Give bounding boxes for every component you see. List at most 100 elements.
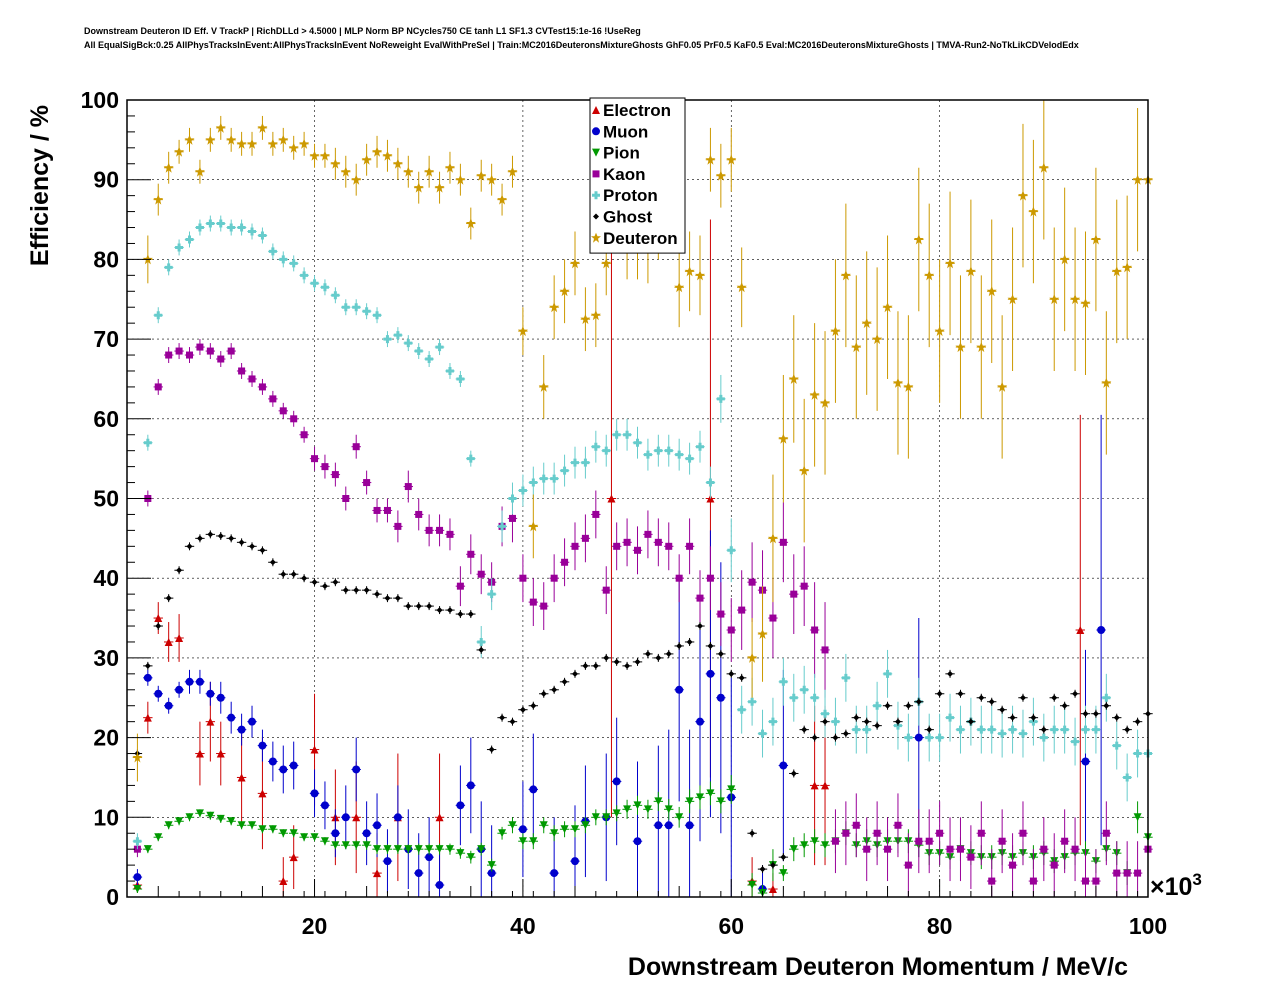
data-point	[467, 611, 474, 618]
data-point	[1101, 377, 1112, 388]
data-point	[205, 134, 216, 145]
data-point	[1112, 741, 1121, 750]
data-point	[508, 821, 517, 830]
data-point	[206, 717, 215, 726]
data-point	[998, 729, 1007, 738]
data-point	[361, 154, 372, 165]
data-point	[392, 158, 403, 169]
data-point	[404, 845, 413, 854]
data-point	[580, 314, 591, 325]
data-point	[643, 805, 652, 814]
data-point	[414, 869, 423, 878]
data-point	[185, 813, 194, 822]
data-point	[623, 805, 632, 814]
data-point	[1132, 174, 1143, 185]
data-point	[362, 829, 371, 838]
data-point	[892, 377, 903, 388]
data-point	[757, 628, 768, 639]
data-point	[675, 450, 684, 459]
data-point	[267, 138, 278, 149]
data-point	[466, 853, 475, 862]
data-point	[1070, 294, 1081, 305]
data-point	[352, 443, 360, 451]
data-point	[248, 821, 257, 830]
data-point	[1071, 845, 1079, 853]
data-point	[644, 650, 651, 657]
data-point	[685, 821, 694, 830]
data-point	[685, 454, 694, 463]
data-point	[1097, 626, 1106, 635]
data-point	[352, 813, 361, 822]
data-point	[831, 837, 839, 845]
data-point	[165, 595, 172, 602]
data-point	[769, 862, 776, 869]
data-point	[936, 690, 943, 697]
data-point	[457, 611, 464, 618]
data-point	[685, 797, 694, 806]
y-tick-label: 0	[106, 884, 119, 910]
data-point	[310, 789, 319, 798]
series-proton	[132, 215, 1153, 850]
data-point	[613, 658, 620, 665]
data-point	[195, 809, 204, 818]
data-point	[1007, 294, 1018, 305]
data-point	[310, 745, 319, 754]
data-point	[768, 885, 777, 894]
data-point	[342, 495, 350, 502]
series-muon	[132, 414, 1106, 897]
data-point	[623, 538, 631, 546]
data-point	[237, 821, 246, 830]
data-point	[747, 652, 758, 663]
data-point	[965, 266, 976, 277]
data-point	[706, 669, 715, 678]
data-point	[1123, 773, 1132, 782]
data-point	[227, 817, 236, 826]
data-point	[164, 821, 173, 830]
data-point	[425, 355, 434, 364]
data-point	[498, 522, 507, 531]
data-point	[248, 375, 256, 383]
data-point	[644, 530, 652, 538]
data-point	[341, 841, 350, 850]
data-point	[935, 733, 944, 742]
data-point	[841, 673, 850, 682]
data-point	[821, 646, 829, 654]
data-point	[602, 446, 611, 455]
x-tick-label: 40	[510, 913, 536, 939]
y-tick-label: 60	[93, 406, 119, 432]
data-point	[143, 713, 152, 722]
data-point	[947, 670, 954, 677]
data-point	[435, 845, 444, 854]
data-point	[143, 438, 152, 447]
y-axis-title: Efficiency / %	[26, 105, 54, 266]
data-point	[873, 829, 881, 837]
data-point	[665, 542, 673, 550]
data-point	[508, 514, 516, 522]
data-point	[467, 550, 475, 558]
data-point	[1009, 714, 1016, 721]
data-point	[664, 805, 673, 814]
data-point	[862, 725, 871, 734]
legend-box	[589, 97, 686, 254]
data-point	[268, 757, 277, 766]
x-tick-label: 60	[718, 913, 744, 939]
data-point	[884, 702, 891, 709]
data-point	[780, 854, 787, 861]
data-point	[800, 582, 808, 590]
data-point	[727, 546, 736, 555]
data-point	[1134, 869, 1142, 877]
data-point	[655, 654, 662, 661]
y-tick-label: 10	[93, 804, 119, 830]
data-point	[853, 714, 860, 721]
data-point	[706, 574, 714, 582]
data-point	[383, 506, 391, 514]
data-point	[956, 845, 964, 853]
data-point	[977, 829, 985, 837]
legend-label-electron: Electron	[603, 101, 671, 120]
data-point	[675, 574, 683, 582]
data-point	[550, 829, 559, 838]
legend-marker-ghost	[593, 213, 599, 220]
data-point	[195, 749, 204, 758]
data-point	[373, 311, 382, 320]
legend-label-kaon: Kaon	[603, 165, 646, 184]
